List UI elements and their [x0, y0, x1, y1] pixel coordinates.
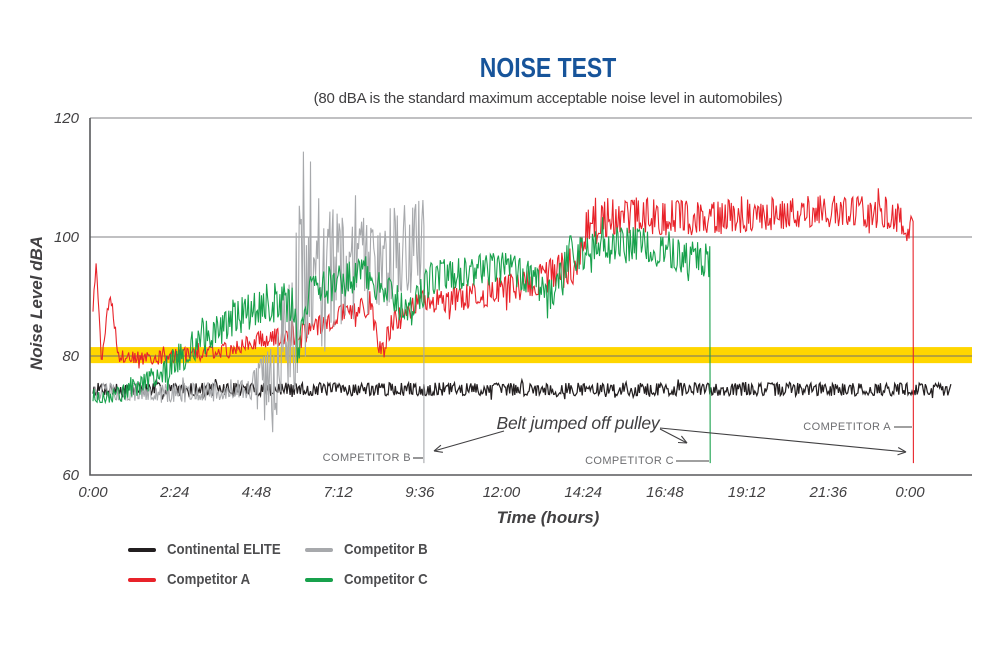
- series-competitor-a: [92, 188, 914, 464]
- annotation-arrowhead: [897, 447, 907, 453]
- legend-item-competitor-c: Competitor C: [305, 571, 439, 588]
- competitor-a-swatch: [128, 577, 156, 582]
- annotation-arrowhead: [433, 444, 442, 452]
- annotation-arrowhead: [677, 441, 688, 444]
- series-competitor-c: [92, 217, 711, 464]
- series-competitor-b: [92, 151, 425, 464]
- legend-label: Competitor C: [344, 571, 428, 588]
- x-tick-label: 0:00: [895, 484, 925, 501]
- annotation-arrowhead: [897, 451, 907, 456]
- y-tick-label: 80: [62, 348, 79, 365]
- legend-label: Competitor A: [167, 571, 251, 588]
- x-tick-label: 12:00: [483, 484, 521, 501]
- series-continental-elite: [92, 377, 952, 400]
- x-tick-label: 14:24: [564, 484, 602, 501]
- y-tick-label: 100: [54, 229, 80, 246]
- x-tick-label: 21:36: [809, 484, 848, 501]
- competitor-c-swatch: [305, 577, 333, 582]
- competitor-c-callout: COMPETITOR C: [585, 455, 674, 467]
- annotation-arrow: [659, 428, 688, 444]
- competitor-b-callout: COMPETITOR B: [322, 452, 411, 464]
- legend-label: Continental ELITE: [167, 541, 281, 558]
- belt-annotation-text: Belt jumped off pulley: [496, 413, 660, 433]
- annotation-arrow: [433, 430, 505, 452]
- competitor-a-callout: COMPETITOR A: [803, 421, 891, 433]
- x-tick-label: 4:48: [242, 484, 272, 501]
- y-tick-label: 120: [54, 110, 80, 127]
- x-tick-label: 7:12: [323, 484, 353, 501]
- legend-item-competitor-b: Competitor B: [305, 541, 439, 558]
- x-tick-label: 0:00: [78, 484, 108, 501]
- annotation-arrowhead: [680, 435, 688, 444]
- axes: [89, 118, 972, 476]
- page-title: NOISE TEST: [479, 52, 617, 83]
- legend-label: Competitor B: [344, 541, 428, 558]
- chart-subtitle: (80 dBA is the standard maximum acceptab…: [313, 90, 783, 107]
- continental-elite-swatch: [128, 547, 156, 552]
- y-axis-label: Noise Level dBA: [27, 235, 46, 371]
- competitor-b-swatch: [305, 547, 333, 552]
- legend-item-competitor-a: Competitor A: [128, 571, 305, 588]
- annotation-arrow: [659, 427, 907, 453]
- y-tick-label: 60: [62, 467, 79, 484]
- x-axis-label: Time (hours): [496, 508, 600, 527]
- x-tick-label: 16:48: [646, 484, 684, 501]
- x-tick-label: 2:24: [159, 484, 189, 501]
- x-tick-label: 9:36: [405, 484, 435, 501]
- legend-item-continental-elite: Continental ELITE: [128, 541, 305, 558]
- legend: Continental ELITE Competitor B Competito…: [128, 541, 439, 588]
- x-tick-label: 19:12: [728, 484, 766, 501]
- threshold-band: [90, 347, 972, 364]
- annotation-arrowhead: [433, 450, 443, 453]
